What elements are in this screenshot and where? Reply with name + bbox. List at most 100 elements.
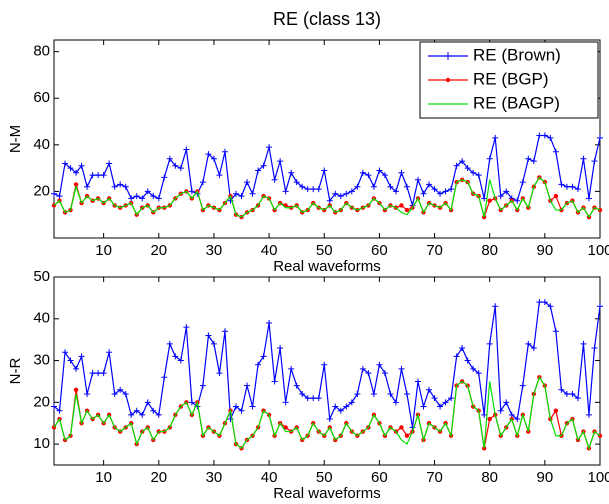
point-marker bbox=[84, 183, 91, 190]
point-marker bbox=[503, 188, 510, 195]
point-marker bbox=[453, 353, 460, 360]
point-marker bbox=[238, 193, 245, 200]
point-marker bbox=[381, 370, 388, 377]
point-marker bbox=[547, 134, 554, 141]
x-tick-label: 50 bbox=[316, 242, 333, 259]
point-marker bbox=[387, 390, 394, 397]
point-marker bbox=[271, 378, 278, 385]
point-marker bbox=[210, 340, 217, 347]
point-marker bbox=[117, 386, 124, 393]
y-axis-label: N-R bbox=[7, 358, 24, 385]
point-marker bbox=[233, 190, 239, 197]
point-marker bbox=[376, 361, 383, 368]
point-marker bbox=[133, 193, 140, 200]
point-marker bbox=[133, 407, 140, 414]
point-marker bbox=[437, 190, 444, 197]
x-tick-label: 20 bbox=[150, 242, 167, 259]
point-marker bbox=[503, 399, 510, 406]
point-marker bbox=[271, 176, 278, 183]
point-marker bbox=[73, 182, 79, 187]
point-marker bbox=[597, 303, 603, 310]
point-marker bbox=[299, 183, 306, 190]
y-tick-label: 20 bbox=[33, 182, 50, 199]
point-marker bbox=[304, 395, 311, 402]
point-marker bbox=[73, 387, 79, 392]
point-marker bbox=[553, 408, 559, 413]
x-tick-label: 40 bbox=[261, 469, 278, 486]
point-marker bbox=[574, 395, 581, 402]
point-marker bbox=[150, 193, 157, 200]
point-marker bbox=[89, 370, 96, 377]
x-tick-label: 60 bbox=[371, 469, 388, 486]
point-marker bbox=[266, 144, 273, 151]
point-marker bbox=[492, 303, 499, 310]
point-marker bbox=[310, 395, 317, 402]
point-marker bbox=[100, 370, 107, 377]
point-marker bbox=[492, 134, 499, 141]
point-marker bbox=[399, 425, 404, 430]
point-marker bbox=[304, 186, 311, 193]
point-marker bbox=[580, 340, 587, 347]
point-marker bbox=[128, 411, 135, 418]
point-marker bbox=[56, 193, 63, 200]
series-line bbox=[53, 301, 601, 428]
point-marker bbox=[553, 193, 559, 199]
x-tick-label: 80 bbox=[481, 242, 498, 259]
y-tick-label: 30 bbox=[33, 352, 50, 369]
point-marker bbox=[574, 186, 581, 193]
y-tick-label: 40 bbox=[33, 310, 50, 327]
point-marker bbox=[117, 181, 124, 188]
legend-label: RE (Brown) bbox=[473, 45, 561, 64]
point-marker bbox=[315, 186, 322, 193]
point-marker bbox=[188, 188, 195, 195]
y-axis-label: N-M bbox=[7, 125, 24, 153]
x-axis-label: Real waveforms bbox=[273, 258, 381, 275]
point-marker bbox=[144, 399, 151, 406]
x-tick-label: 40 bbox=[261, 242, 278, 259]
x-tick-label: 60 bbox=[371, 242, 388, 259]
point-marker bbox=[597, 134, 603, 141]
point-marker bbox=[426, 181, 433, 188]
point-marker bbox=[161, 374, 168, 381]
point-marker bbox=[106, 160, 113, 167]
point-marker bbox=[249, 403, 256, 410]
point-marker bbox=[244, 382, 251, 389]
point-marker bbox=[525, 155, 532, 162]
point-marker bbox=[282, 399, 289, 406]
point-marker bbox=[376, 167, 383, 174]
point-marker bbox=[51, 403, 57, 410]
point-marker bbox=[293, 382, 300, 389]
point-marker bbox=[563, 183, 570, 190]
y-tick-label: 50 bbox=[33, 268, 50, 285]
point-marker bbox=[585, 411, 592, 418]
point-marker bbox=[73, 365, 80, 372]
point-marker bbox=[62, 160, 69, 167]
series-line bbox=[53, 176, 601, 219]
point-marker bbox=[536, 299, 543, 306]
point-marker bbox=[359, 169, 366, 176]
point-marker bbox=[78, 353, 85, 360]
point-marker bbox=[486, 340, 493, 347]
point-marker bbox=[144, 188, 151, 195]
point-marker bbox=[558, 181, 565, 188]
point-marker bbox=[177, 165, 184, 172]
point-marker bbox=[128, 195, 135, 202]
point-marker bbox=[249, 190, 256, 197]
point-marker bbox=[283, 425, 288, 430]
point-marker bbox=[255, 361, 262, 368]
legend-swatch bbox=[444, 52, 452, 60]
point-marker bbox=[51, 190, 57, 197]
point-marker bbox=[541, 132, 548, 139]
point-marker bbox=[288, 169, 295, 176]
point-marker bbox=[403, 390, 410, 397]
point-marker bbox=[392, 188, 399, 195]
point-marker bbox=[299, 390, 306, 397]
point-marker bbox=[260, 353, 267, 360]
point-marker bbox=[111, 390, 118, 397]
x-tick-label: 70 bbox=[426, 469, 443, 486]
point-marker bbox=[563, 390, 570, 397]
point-marker bbox=[448, 395, 455, 402]
x-tick-label: 100 bbox=[587, 242, 609, 259]
point-marker bbox=[514, 416, 521, 423]
point-marker bbox=[370, 183, 377, 190]
